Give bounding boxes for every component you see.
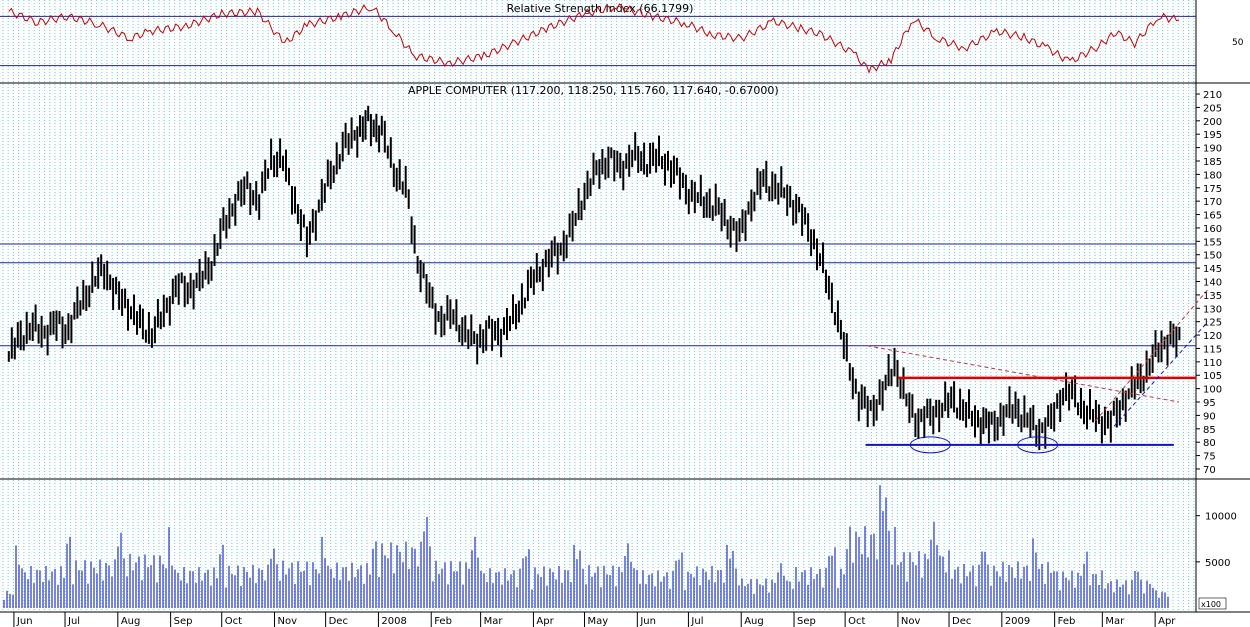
price-tick-label: 135 — [1203, 291, 1222, 302]
volume-tick-label: 10000 — [1205, 512, 1237, 523]
volume-bars — [3, 485, 1169, 608]
price-tick-label: 150 — [1203, 251, 1222, 262]
price-title: APPLE COMPUTER (117.200, 118.250, 115.76… — [408, 84, 779, 97]
month-tick-label: Sep — [174, 616, 193, 627]
month-tick-label: Mar — [1105, 616, 1125, 627]
bottom-marker-ellipse — [1017, 436, 1059, 454]
price-annotations — [865, 289, 1209, 454]
month-tick-label: Nov — [278, 616, 298, 627]
price-tick-label: 85 — [1203, 425, 1216, 436]
rsi-tick-labels: 50 — [1232, 38, 1244, 48]
price-tick-label: 145 — [1203, 264, 1222, 275]
month-tick-label: Oct — [225, 616, 242, 627]
month-axis: Jun Jul Aug Sep Oct Nov Dec 2008 Feb Mar Apr May Jun… — [13, 612, 1176, 627]
price-tick-label: 110 — [1203, 358, 1222, 369]
month-tick-label: Feb — [434, 616, 452, 627]
price-tick-label: 90 — [1203, 411, 1216, 422]
month-tick-label: Jun — [16, 616, 33, 627]
month-tick-label: Apr — [1158, 616, 1176, 627]
month-tick-label: Jul — [67, 616, 80, 627]
month-tick-label: Aug — [744, 616, 764, 627]
month-tick-label: Dec — [329, 616, 348, 627]
rsi-series-line — [8, 3, 1180, 74]
price-tick-label: 195 — [1203, 130, 1222, 141]
price-tick-label: 210 — [1203, 90, 1222, 101]
price-tick-label: 105 — [1203, 371, 1222, 382]
rsi-panel: Relative Strength Index (66.1799) 50 — [0, 2, 1244, 74]
price-tick-label: 125 — [1203, 318, 1222, 329]
price-tick-label: 165 — [1203, 211, 1222, 222]
month-tick-label: May — [588, 616, 609, 627]
price-tick-label: 185 — [1203, 157, 1222, 168]
month-tick-label: 2008 — [381, 616, 406, 627]
month-tick-label: Apr — [536, 616, 554, 627]
bottom-marker-ellipse — [909, 436, 951, 454]
rsi-tick-label: 50 — [1232, 38, 1244, 48]
month-tick-label: Aug — [121, 616, 141, 627]
price-panel: APPLE COMPUTER (117.200, 118.250, 115.76… — [0, 84, 1222, 476]
price-tick-label: 95 — [1203, 398, 1216, 409]
price-tick-label: 100 — [1203, 385, 1222, 396]
volume-tick-labels: 10000 5000 — [1196, 512, 1237, 569]
price-tick-label: 175 — [1203, 184, 1222, 195]
channel-upper-line — [1095, 289, 1209, 422]
price-tick-label: 160 — [1203, 224, 1222, 235]
price-tick-label: 80 — [1203, 438, 1216, 449]
price-tick-label: 120 — [1203, 331, 1222, 342]
price-tick-label: 180 — [1203, 170, 1222, 181]
month-tick-label: Dec — [952, 616, 971, 627]
month-tick-label: Nov — [901, 616, 921, 627]
volume-unit-label: x100 — [1201, 600, 1221, 609]
month-tick-label: Sep — [797, 616, 816, 627]
price-tick-label: 205 — [1203, 103, 1222, 114]
price-tick-label: 75 — [1203, 452, 1216, 463]
price-tick-label: 170 — [1203, 197, 1222, 208]
volume-tick-label: 5000 — [1205, 558, 1230, 569]
panel-frames — [0, 0, 1250, 613]
channel-lower-line — [1113, 321, 1209, 427]
month-tick-label: 2009 — [1005, 616, 1030, 627]
price-tick-label: 140 — [1203, 278, 1222, 289]
rsi-title: Relative Strength Index (66.1799) — [507, 2, 694, 15]
price-tick-label: 155 — [1203, 237, 1222, 248]
volume-unit-box: x100 — [1198, 597, 1227, 610]
descending-trendline — [867, 345, 1180, 403]
month-tick-label: Jul — [690, 616, 703, 627]
month-tick-label: Oct — [848, 616, 865, 627]
month-tick-label: Mar — [484, 616, 504, 627]
price-tick-label: 115 — [1203, 344, 1222, 355]
price-tick-label: 70 — [1203, 465, 1216, 476]
volume-panel: 10000 5000 x100 — [3, 485, 1237, 610]
month-tick-label: Jun — [639, 616, 656, 627]
month-tick-label: Feb — [1058, 616, 1076, 627]
price-tick-label: 190 — [1203, 144, 1222, 155]
price-tick-labels: 70 75 80 85 90 95 100 105 110 115 120 125 130 135 140 1… — [1196, 90, 1222, 476]
price-tick-label: 200 — [1203, 117, 1222, 128]
price-bars — [7, 105, 1181, 451]
price-tick-label: 130 — [1203, 304, 1222, 315]
